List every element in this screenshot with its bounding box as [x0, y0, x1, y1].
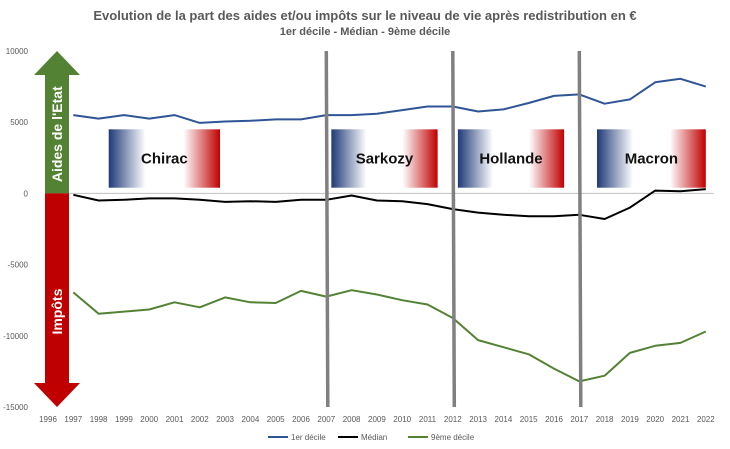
president-band: Macron	[597, 129, 706, 188]
x-tick-label: 1998	[90, 415, 108, 424]
president-label: Chirac	[141, 151, 188, 168]
x-tick-label: 2020	[646, 415, 664, 424]
chart-title: Evolution de la part des aides et/ou imp…	[93, 8, 636, 23]
x-tick-label: 2002	[191, 415, 209, 424]
tax-arrow-label: Impôts	[49, 288, 65, 334]
x-tick-label: 2012	[444, 415, 462, 424]
x-tick-label: 2014	[495, 415, 513, 424]
president-bands: Chirac Sarkozy Hollande Macron	[108, 129, 706, 188]
flag-gradient-band	[597, 129, 706, 188]
legend: 1er décile Médian 9ème décile	[268, 433, 475, 442]
period-divider-line	[451, 50, 457, 408]
x-tick-label: 2007	[317, 415, 335, 424]
series-line	[73, 77, 707, 124]
y-tick-label: 0	[24, 189, 29, 198]
y-tick-label: -5000	[8, 261, 29, 270]
legend-label: 1er décile	[291, 433, 326, 442]
legend-label: Médian	[361, 433, 387, 442]
down-arrow-shape	[34, 193, 80, 407]
flag-gradient-band	[108, 129, 221, 188]
period-divider-line	[577, 50, 583, 408]
x-tick-label: 2022	[697, 415, 715, 424]
x-tick-label: 2010	[393, 415, 411, 424]
y-tick-label: 10000	[6, 47, 29, 56]
x-tick-label: 2005	[267, 415, 285, 424]
x-tick-label: 1996	[39, 415, 57, 424]
flag-gradient-band	[331, 129, 438, 188]
president-label: Hollande	[479, 151, 542, 168]
legend-item: Médian	[338, 433, 387, 442]
x-tick-label: 2017	[570, 415, 588, 424]
legend-item: 1er décile	[268, 433, 326, 442]
flag-gradient-band	[457, 129, 565, 188]
y-tick-label: -10000	[3, 332, 28, 341]
x-tick-label: 2016	[545, 415, 563, 424]
president-band: Chirac	[108, 129, 221, 188]
series-lines	[72, 77, 707, 383]
chart-subtitle: 1er décile - Médian - 9ème décile	[280, 26, 451, 38]
period-divider-line	[324, 50, 330, 408]
president-label: Sarkozy	[356, 151, 414, 168]
legend-item: 9ème décile	[408, 433, 475, 442]
x-tick-label: 2019	[621, 415, 639, 424]
x-tick-label: 1997	[64, 415, 82, 424]
x-tick-label: 2008	[343, 415, 361, 424]
x-tick-label: 2004	[242, 415, 260, 424]
tax-arrow: Impôts	[34, 193, 80, 407]
legend-label: 9ème décile	[431, 433, 475, 442]
period-dividers	[324, 50, 583, 408]
president-band: Sarkozy	[331, 129, 438, 188]
axes: 10000 5000 0 -5000 -10000 -15000 1996 1997 1998 1…	[3, 47, 715, 424]
y-tick-label: -15000	[3, 403, 28, 412]
x-tick-label: 2000	[140, 415, 158, 424]
x-tick-label: 2009	[368, 415, 386, 424]
x-tick-label: 2021	[672, 415, 690, 424]
x-tick-label: 2006	[292, 415, 310, 424]
aid-arrow-label: Aides de l'Etat	[49, 86, 65, 182]
x-tick-label: 2011	[419, 415, 437, 424]
x-tick-label: 2001	[166, 415, 184, 424]
president-label: Macron	[625, 151, 678, 168]
tax-aid-arrows: Aides de l'Etat Impôts	[34, 51, 80, 407]
x-tick-label: 2015	[520, 415, 538, 424]
x-tick-label: 2018	[596, 415, 614, 424]
series-line	[72, 289, 707, 383]
up-arrow-shape	[34, 51, 80, 194]
x-tick-label: 1999	[115, 415, 133, 424]
president-band: Hollande	[457, 129, 565, 188]
series-line	[73, 188, 706, 220]
aid-arrow: Aides de l'Etat	[34, 51, 80, 194]
x-tick-label: 2003	[216, 415, 234, 424]
x-tick-label: 2013	[469, 415, 487, 424]
y-tick-label: 5000	[10, 118, 28, 127]
